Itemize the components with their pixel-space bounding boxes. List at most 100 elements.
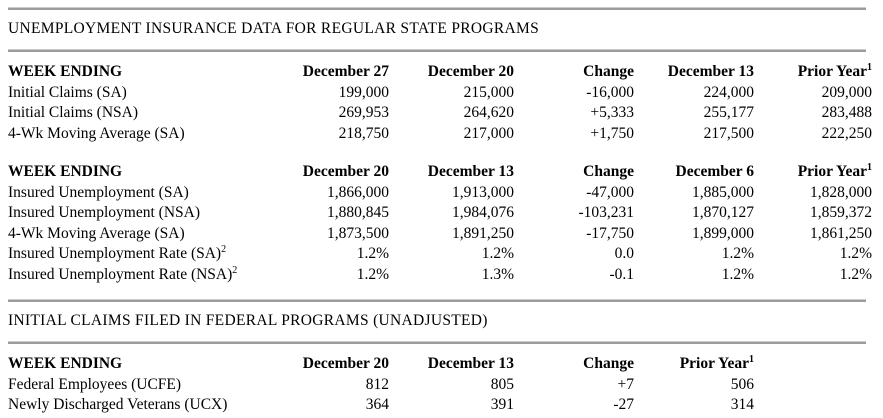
value-cell: 812 xyxy=(365,375,389,393)
table-header-row: WEEK ENDING December 20 December 13 Chan… xyxy=(8,354,754,375)
value-cell: 255,177 xyxy=(703,104,754,121)
row-label: Insured Unemployment Rate (SA)2 xyxy=(8,244,280,265)
value-cell: 1.2% xyxy=(721,265,754,283)
column-header: Change xyxy=(583,63,634,80)
value-cell: -17,750 xyxy=(586,224,634,242)
value-cell: 218,750 xyxy=(338,124,389,142)
table-row: Newly Discharged Veterans (UCX) 364 391 … xyxy=(8,395,754,416)
value-cell: 391 xyxy=(490,396,514,413)
week-ending-header: WEEK ENDING xyxy=(8,355,123,372)
value-cell: 1.2% xyxy=(356,265,389,283)
divider-rule-federal-title xyxy=(8,341,866,344)
value-cell: 1,880,845 xyxy=(327,204,389,221)
value-cell: +7 xyxy=(617,375,635,393)
value-cell: 1.2% xyxy=(839,245,872,262)
column-header: December 20 xyxy=(302,355,389,372)
row-label: Federal Employees (UCFE) xyxy=(8,375,182,393)
footnote-marker: 1 xyxy=(867,161,872,173)
value-cell: -103,231 xyxy=(578,204,634,221)
footnote-marker: 2 xyxy=(232,264,238,276)
value-cell: 1,913,000 xyxy=(452,183,514,201)
column-header: December 20 xyxy=(427,63,514,80)
value-cell: +1,750 xyxy=(590,124,634,142)
column-header: December 13 xyxy=(427,163,514,180)
value-cell: -0.1 xyxy=(609,265,634,283)
table-row: 4-Wk Moving Average (SA) 218,750 217,000… xyxy=(8,124,872,145)
table-row: Federal Employees (UCFE) 812 805 +7 506 xyxy=(8,375,754,396)
value-cell: 1,866,000 xyxy=(327,183,389,201)
value-cell: 0.0 xyxy=(614,245,634,262)
section-title-state-programs: UNEMPLOYMENT INSURANCE DATA FOR REGULAR … xyxy=(8,20,540,37)
table-row: Initial Claims (SA) 199,000 215,000 -16,… xyxy=(8,83,872,104)
value-cell: 209,000 xyxy=(821,83,872,101)
value-cell: 1.2% xyxy=(481,245,514,262)
row-label-text: Insured Unemployment Rate (NSA) xyxy=(8,265,233,283)
table-row: Initial Claims (NSA) 269,953 264,620 +5,… xyxy=(8,103,872,124)
row-label: Insured Unemployment Rate (NSA)2 xyxy=(8,265,280,286)
table-row: Insured Unemployment (SA) 1,866,000 1,91… xyxy=(8,183,872,204)
table-row: Insured Unemployment Rate (NSA)2 1.2% 1.… xyxy=(8,265,872,286)
value-cell: 506 xyxy=(730,375,754,393)
state-initial-claims-table: WEEK ENDING December 27 December 20 Chan… xyxy=(8,62,872,144)
column-header-text: Prior Year xyxy=(679,355,749,372)
divider-rule-top xyxy=(8,7,866,10)
value-cell: 1.3% xyxy=(481,265,514,283)
value-cell: 1.2% xyxy=(839,265,872,283)
value-cell: 314 xyxy=(730,396,754,413)
value-cell: -47,000 xyxy=(586,183,634,201)
column-header: Change xyxy=(583,163,634,180)
week-ending-header: WEEK ENDING xyxy=(8,163,123,180)
value-cell: 215,000 xyxy=(463,83,514,101)
column-header: December 6 xyxy=(675,163,754,180)
column-header-prior-year: Prior Year1 xyxy=(754,62,872,83)
row-label: 4-Wk Moving Average (SA) xyxy=(8,124,185,142)
state-insured-unemployment-table: WEEK ENDING December 20 December 13 Chan… xyxy=(8,162,872,285)
value-cell: 1.2% xyxy=(356,245,389,262)
row-label-text: Insured Unemployment Rate (SA) xyxy=(8,245,222,262)
value-cell: 217,500 xyxy=(703,124,754,142)
section-title-federal-programs: INITIAL CLAIMS FILED IN FEDERAL PROGRAMS… xyxy=(8,312,488,329)
value-cell: 264,620 xyxy=(463,104,514,121)
value-cell: 1,861,250 xyxy=(810,224,872,242)
footnote-marker: 1 xyxy=(749,353,754,365)
column-header: December 13 xyxy=(667,63,754,80)
row-label: Newly Discharged Veterans (UCX) xyxy=(8,396,228,413)
value-cell: 1,870,127 xyxy=(692,204,754,221)
value-cell: 1,859,372 xyxy=(810,204,872,221)
column-header-text: Prior Year xyxy=(797,163,867,180)
federal-initial-claims-table: WEEK ENDING December 20 December 13 Chan… xyxy=(8,354,754,416)
table-row: Insured Unemployment (NSA) 1,880,845 1,9… xyxy=(8,203,872,224)
row-label: Initial Claims (SA) xyxy=(8,83,127,101)
column-header: December 20 xyxy=(302,163,389,180)
column-header-text: Prior Year xyxy=(797,63,867,80)
table-row: 4-Wk Moving Average (SA) 1,873,500 1,891… xyxy=(8,224,872,245)
value-cell: 1,891,250 xyxy=(452,224,514,242)
value-cell: 224,000 xyxy=(703,83,754,101)
row-label: Initial Claims (NSA) xyxy=(8,104,139,121)
value-cell: 1,899,000 xyxy=(692,224,754,242)
value-cell: -27 xyxy=(613,396,634,413)
value-cell: 364 xyxy=(365,396,389,413)
column-header-prior-year: Prior Year1 xyxy=(634,354,754,375)
footnote-marker: 1 xyxy=(867,61,872,73)
value-cell: 199,000 xyxy=(338,83,389,101)
value-cell: 805 xyxy=(490,375,514,393)
value-cell: -16,000 xyxy=(586,83,634,101)
column-header: December 27 xyxy=(302,63,389,80)
value-cell: +5,333 xyxy=(590,104,634,121)
week-ending-header: WEEK ENDING xyxy=(8,63,123,80)
row-label: 4-Wk Moving Average (SA) xyxy=(8,224,185,242)
divider-rule-state-title xyxy=(8,49,866,52)
value-cell: 269,953 xyxy=(338,104,389,121)
table-row: Insured Unemployment Rate (SA)2 1.2% 1.2… xyxy=(8,244,872,265)
row-label: Insured Unemployment (NSA) xyxy=(8,204,200,221)
column-header-prior-year: Prior Year1 xyxy=(754,162,872,183)
value-cell: 1,828,000 xyxy=(810,183,872,201)
value-cell: 1,885,000 xyxy=(692,183,754,201)
column-header: Change xyxy=(583,355,634,372)
value-cell: 222,250 xyxy=(821,124,872,142)
divider-rule-federal-top xyxy=(8,299,866,302)
table-header-row: WEEK ENDING December 20 December 13 Chan… xyxy=(8,162,872,183)
table-header-row: WEEK ENDING December 27 December 20 Chan… xyxy=(8,62,872,83)
